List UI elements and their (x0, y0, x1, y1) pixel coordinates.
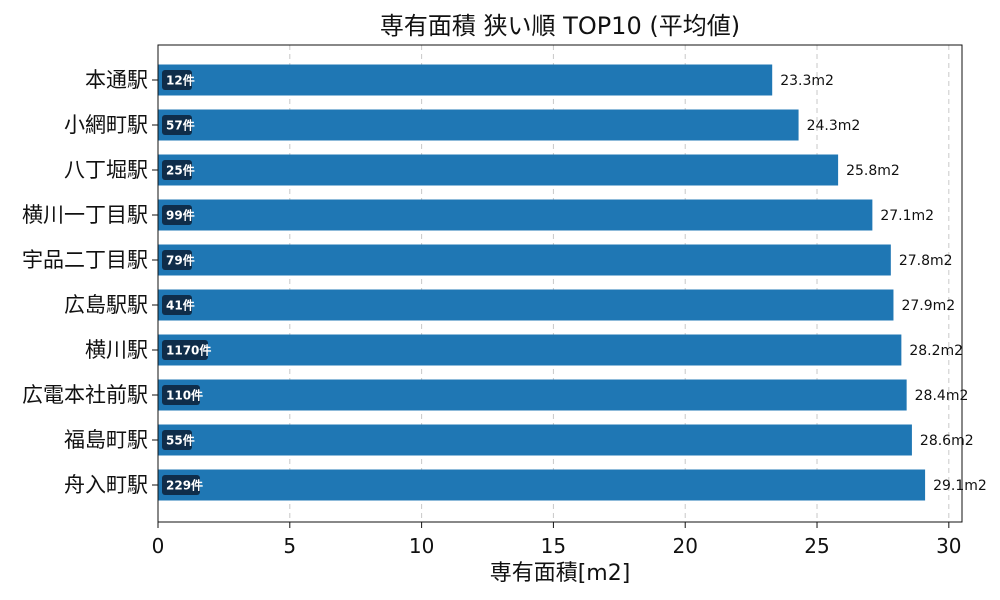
plot-frame (157, 44, 963, 523)
bar (158, 334, 902, 366)
bar (158, 244, 891, 276)
bar (158, 469, 926, 501)
x-tick-label: 25 (804, 534, 829, 558)
count-label: 1170件 (166, 343, 211, 358)
count-label: 25件 (166, 163, 195, 178)
count-badge (162, 115, 192, 135)
y-tick-label: 宇品二丁目駅 (22, 248, 148, 272)
bar (158, 289, 894, 321)
x-tick-label: 10 (409, 534, 434, 558)
value-label: 25.8m2 (846, 163, 900, 179)
bar (158, 199, 873, 231)
x-tick-label: 0 (152, 534, 165, 558)
x-tick-label: 5 (283, 534, 296, 558)
value-label: 23.3m2 (780, 73, 834, 89)
count-label: 99件 (166, 208, 195, 223)
y-tick-label: 舟入町駅 (64, 473, 148, 497)
count-badge (162, 295, 192, 315)
value-label: 29.1m2 (933, 478, 987, 494)
value-label: 27.9m2 (901, 298, 955, 314)
count-badge (162, 340, 208, 360)
y-tick-label: 広島駅駅 (64, 293, 148, 317)
count-badge (162, 160, 192, 180)
x-tick-label: 30 (936, 534, 961, 558)
value-label: 24.3m2 (807, 118, 861, 134)
count-badge (162, 250, 192, 270)
bars: 12件 23.3m2 57件 24.3m2 25件 25.8m2 99件 27.1m2 79件 2… (158, 64, 987, 501)
x-tick-label: 15 (541, 534, 566, 558)
count-label: 55件 (166, 433, 195, 448)
count-badge (162, 70, 192, 90)
count-badge (162, 385, 200, 405)
y-tick-label: 横川駅 (85, 338, 148, 362)
y-tick-label: 横川一丁目駅 (22, 203, 148, 227)
count-badge (162, 475, 200, 495)
chart-title: 専有面積 狭い順 TOP10 (平均値) (380, 12, 740, 40)
y-tick-label: 小網町駅 (64, 113, 148, 137)
count-label: 229件 (166, 478, 203, 493)
count-badge (162, 205, 192, 225)
bar (158, 154, 839, 186)
value-label: 28.2m2 (909, 343, 963, 359)
bar (158, 64, 773, 96)
x-axis-ticks: 0 5 10 15 20 25 30 (152, 522, 962, 558)
value-label: 28.4m2 (915, 388, 969, 404)
y-tick-label: 八丁堀駅 (64, 158, 148, 182)
value-label: 28.6m2 (920, 433, 974, 449)
y-tick-label: 広電本社前駅 (22, 383, 148, 407)
x-tick-label: 20 (672, 534, 697, 558)
y-axis-ticks: 本通駅小網町駅八丁堀駅横川一丁目駅宇品二丁目駅広島駅駅横川駅広電本社前駅福島町駅… (22, 68, 158, 497)
bar (158, 379, 907, 411)
count-label: 57件 (166, 118, 195, 133)
y-tick-label: 本通駅 (85, 68, 148, 92)
count-label: 12件 (166, 73, 195, 88)
bar (158, 424, 912, 456)
count-label: 41件 (166, 298, 195, 313)
x-axis-label: 専有面積[m2] (490, 561, 631, 586)
count-label: 110件 (166, 388, 203, 403)
value-label: 27.1m2 (880, 208, 934, 224)
bar (158, 109, 799, 141)
count-label: 79件 (166, 253, 195, 268)
value-label: 27.8m2 (899, 253, 953, 269)
count-badge (162, 430, 192, 450)
y-tick-label: 福島町駅 (64, 428, 148, 452)
